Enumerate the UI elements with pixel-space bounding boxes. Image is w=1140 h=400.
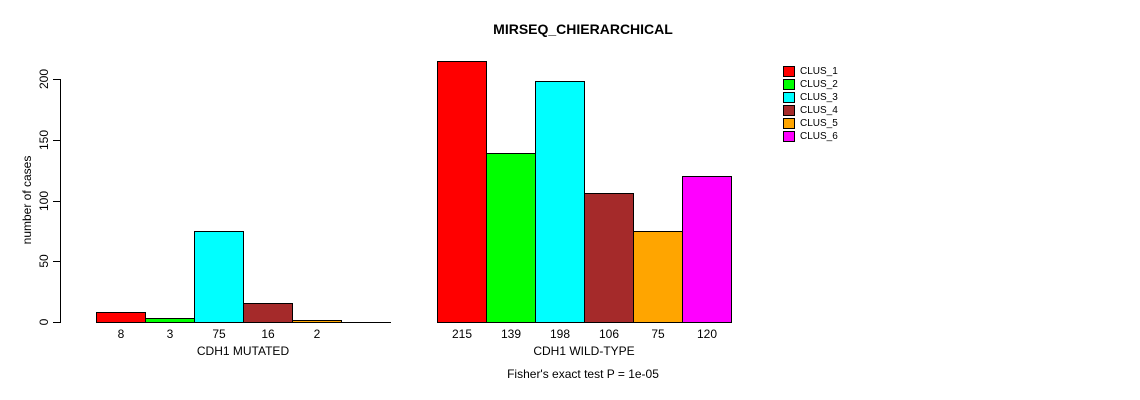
bar	[682, 176, 732, 323]
legend-swatch	[783, 79, 795, 90]
bar	[486, 153, 536, 323]
legend-swatch	[783, 105, 795, 116]
bar	[437, 61, 487, 323]
group-label: CDH1 MUTATED	[196, 344, 290, 358]
legend-label: CLUS_2	[800, 79, 838, 90]
bar-value-label: 75	[212, 327, 226, 341]
y-axis-label: number of cases	[20, 155, 34, 245]
chart-title: MIRSEQ_CHIERARCHICAL	[493, 21, 673, 37]
bar	[633, 231, 683, 323]
bar	[535, 81, 585, 323]
legend-item: CLUS_4	[783, 104, 838, 117]
bar	[584, 193, 634, 323]
y-tick-label: 150	[37, 129, 51, 151]
legend-swatch	[783, 92, 795, 103]
legend-item: CLUS_2	[783, 78, 838, 91]
y-tick	[53, 79, 61, 80]
legend-label: CLUS_6	[800, 131, 838, 142]
legend-item: CLUS_6	[783, 130, 838, 143]
bar-value-label: 3	[166, 327, 174, 341]
legend-swatch	[783, 118, 795, 129]
bar-value-label: 215	[451, 327, 473, 341]
bar-value-label: 139	[500, 327, 522, 341]
legend-label: CLUS_4	[800, 105, 838, 116]
y-tick	[53, 261, 61, 262]
bar-value-label: 75	[651, 327, 665, 341]
group-label: CDH1 WILD-TYPE	[533, 344, 635, 358]
bar-value-label: 106	[598, 327, 620, 341]
bar-value-label: 198	[549, 327, 571, 341]
bar-value-label: 120	[696, 327, 718, 341]
y-tick-label: 50	[37, 254, 51, 268]
bar-value-label: 8	[117, 327, 125, 341]
legend-item: CLUS_3	[783, 91, 838, 104]
y-tick-label: 100	[37, 190, 51, 212]
y-tick	[53, 140, 61, 141]
legend-label: CLUS_5	[800, 118, 838, 129]
bar	[292, 320, 342, 323]
y-tick-label: 0	[37, 318, 51, 326]
y-tick	[53, 201, 61, 202]
bar	[194, 231, 244, 323]
bar	[145, 318, 195, 323]
bar	[96, 312, 146, 323]
legend-item: CLUS_5	[783, 117, 838, 130]
legend-label: CLUS_3	[800, 92, 838, 103]
bar-value-label: 16	[261, 327, 275, 341]
bar	[243, 303, 293, 323]
legend: CLUS_1 CLUS_2 CLUS_3 CLUS_4 CLUS_5 CLUS_6	[783, 65, 838, 143]
legend-swatch	[783, 66, 795, 77]
stat-caption: Fisher's exact test P = 1e-05	[507, 367, 659, 381]
legend-label: CLUS_1	[800, 66, 838, 77]
bar-value-label: 2	[313, 327, 321, 341]
y-tick-label: 200	[37, 68, 51, 90]
legend-swatch	[783, 131, 795, 142]
y-tick	[53, 322, 61, 323]
legend-item: CLUS_1	[783, 65, 838, 78]
